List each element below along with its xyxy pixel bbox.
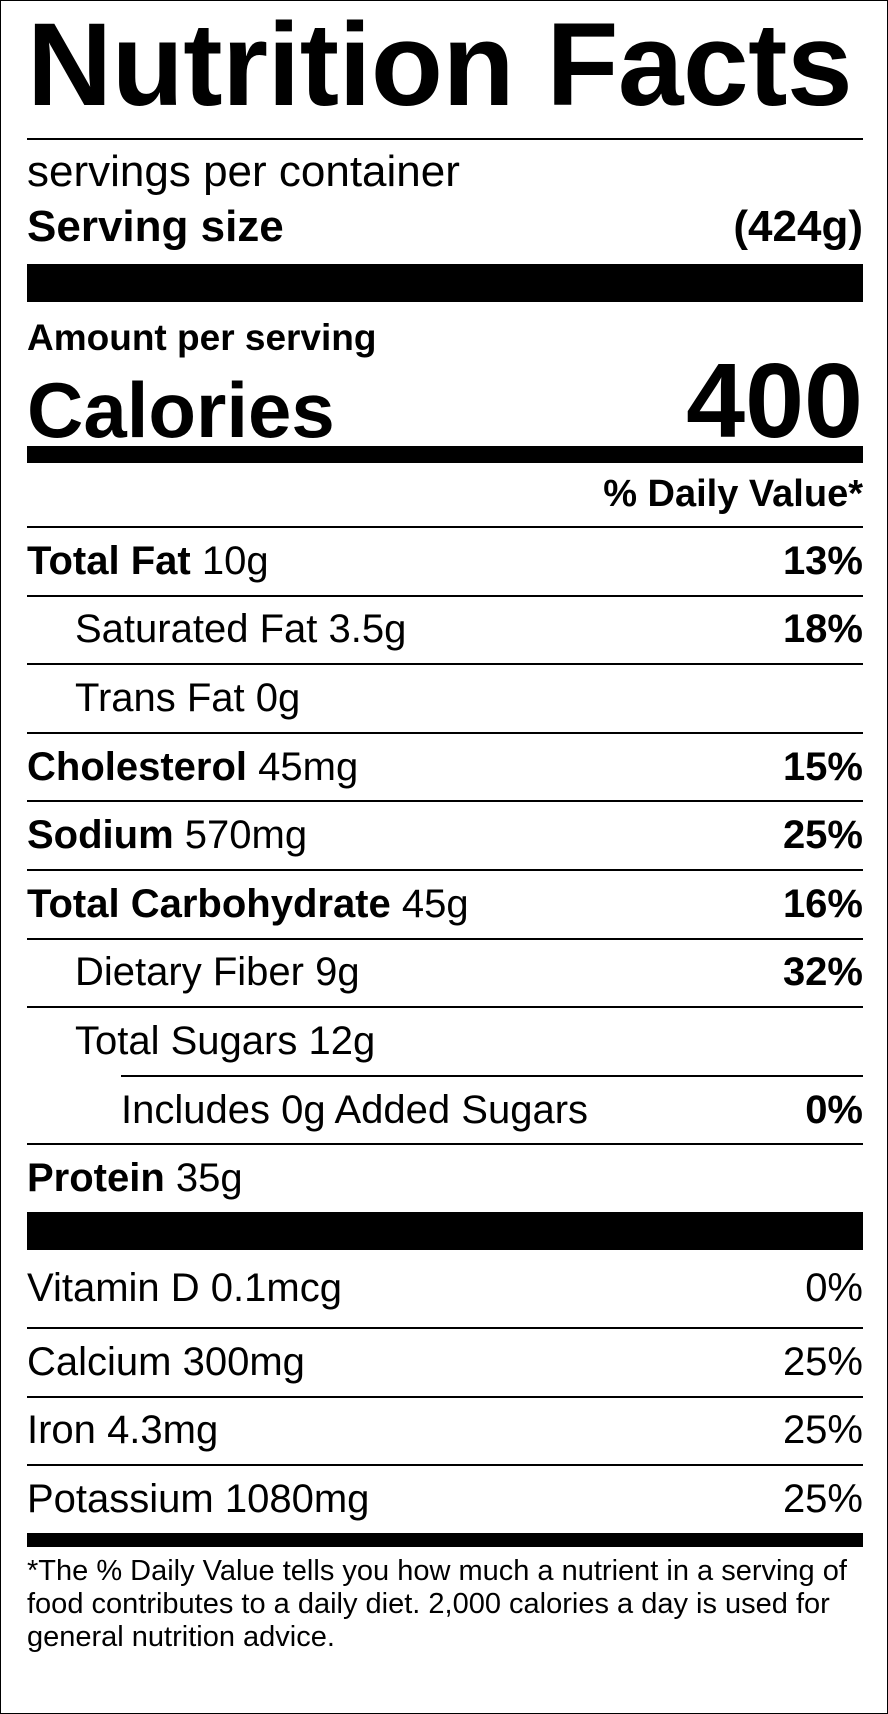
nutrient-amount: 3.5g <box>328 607 407 652</box>
amount-per-serving: Amount per serving <box>27 317 377 358</box>
vitamin-label: Iron 4.3mg <box>27 1408 218 1453</box>
vitamin-name: Calcium <box>27 1339 172 1384</box>
nutrient-amount: 570mg <box>184 813 308 858</box>
nutrient-row: Includes 0g Added Sugars 0% <box>121 1074 863 1144</box>
vitamin-row: Potassium 1080mg 25% <box>27 1464 863 1533</box>
daily-value: 13% <box>782 538 863 583</box>
nutrient-amount: 9g <box>315 950 360 995</box>
nutrient-amount: 45g <box>401 881 469 926</box>
nutrient-name: Saturated Fat <box>75 607 318 652</box>
calories-value: 400 <box>686 342 863 460</box>
nutrient-label: Protein 35g <box>27 1156 243 1201</box>
daily-value: 25% <box>782 813 863 858</box>
nutrient-name: Total Sugars <box>75 1018 298 1063</box>
nutrient-name: Sodium <box>27 813 174 858</box>
nutrient-list: Total Fat 10g 13% Saturated Fat 3.5g 18% Tra… <box>27 526 863 1212</box>
nutrient-label: Total Sugars 12g <box>75 1019 375 1064</box>
daily-value: 0% <box>805 1087 863 1132</box>
vitamin-name: Vitamin D <box>27 1265 200 1310</box>
serving-size: Serving size (424g) <box>27 198 863 256</box>
nutrient-label: Cholesterol 45mg <box>27 745 358 790</box>
nutrient-row: Protein 35g <box>27 1143 863 1212</box>
nutrient-name: Trans Fat <box>75 675 245 720</box>
nutrient-row: Trans Fat 0g <box>27 663 863 732</box>
footnote: *The % Daily Value tells you how much a … <box>27 1554 847 1653</box>
nutrient-row: Cholesterol 45mg 15% <box>27 731 863 801</box>
serving-size-value: (424g) <box>733 202 863 251</box>
thick-rule <box>27 264 863 302</box>
daily-value: 32% <box>782 950 863 995</box>
nutrient-name: Total Fat <box>27 538 191 583</box>
nutrient-name: Protein <box>27 1156 165 1201</box>
daily-value: 16% <box>782 881 863 926</box>
thick-rule <box>27 1211 863 1250</box>
nutrient-name: Dietary Fiber <box>75 950 304 995</box>
nutrient-name: Includes 0g Added Sugars <box>121 1087 589 1132</box>
vitamin-amount: 4.3mg <box>107 1408 219 1453</box>
daily-value-header: % Daily Value* <box>603 473 863 515</box>
nutrient-row: Sodium 570mg 25% <box>27 800 863 869</box>
vitamin-amount: 0.1mcg <box>210 1265 342 1310</box>
nutrient-amount: 35g <box>175 1156 243 1201</box>
nutrient-row: Dietary Fiber 9g 32% <box>27 937 863 1007</box>
nutrient-row: Total Fat 10g 13% <box>27 526 863 595</box>
vitamin-amount: 300mg <box>182 1339 305 1384</box>
nutrient-label: Saturated Fat 3.5g <box>75 607 406 652</box>
vitamin-label: Calcium 300mg <box>27 1340 305 1385</box>
nutrient-amount: 0g <box>255 675 301 720</box>
vitamin-name: Potassium <box>27 1476 214 1521</box>
vitamin-row: Vitamin D 0.1mcg 0% <box>27 1250 863 1327</box>
daily-value: 0% <box>805 1265 863 1310</box>
daily-value: 25% <box>782 1408 863 1453</box>
label-content: Nutrition Facts servings per container S… <box>27 1 863 1654</box>
nutrient-row: Saturated Fat 3.5g 18% <box>27 594 863 664</box>
vitamin-amount: 1080mg <box>224 1476 370 1521</box>
medium-rule <box>27 446 863 463</box>
daily-value: 25% <box>782 1339 863 1384</box>
nutrient-label: Total Carbohydrate 45g <box>27 882 469 927</box>
calories: Calories 400 <box>27 342 863 460</box>
daily-value: 25% <box>782 1476 863 1521</box>
serving-size-label: Serving size <box>27 202 284 251</box>
nutrient-row: Total Carbohydrate 45g 16% <box>27 868 863 938</box>
nutrient-amount: 12g <box>308 1018 376 1063</box>
nutrient-name: Cholesterol <box>27 744 248 789</box>
vitamin-label: Vitamin D 0.1mcg <box>27 1266 342 1311</box>
calories-label: Calories <box>27 366 335 454</box>
nutrient-label: Total Fat 10g <box>27 539 269 584</box>
vitamin-row: Calcium 300mg 25% <box>27 1326 863 1396</box>
vitamin-list: Vitamin D 0.1mcg 0% Calcium 300mg 25% Iron 4… <box>27 1250 863 1533</box>
nutrient-label: Dietary Fiber 9g <box>75 950 360 995</box>
title: Nutrition Facts <box>27 1 863 140</box>
nutrient-name: Total Carbohydrate <box>27 881 391 926</box>
nutrient-row: Total Sugars 12g <box>27 1006 863 1075</box>
nutrient-amount: 45mg <box>258 744 359 789</box>
vitamin-name: Iron <box>27 1408 96 1453</box>
nutrient-label: Sodium 570mg <box>27 813 307 858</box>
vitamin-label: Potassium 1080mg <box>27 1477 369 1522</box>
servings: servings per container <box>27 147 460 196</box>
daily-value: 15% <box>782 744 863 789</box>
nutrient-amount: 10g <box>201 538 269 583</box>
medium-rule <box>27 1532 863 1547</box>
daily-value: 18% <box>782 607 863 652</box>
nutrient-label: Includes 0g Added Sugars <box>121 1088 588 1133</box>
nutrient-label: Trans Fat 0g <box>75 676 300 721</box>
vitamin-row: Iron 4.3mg 25% <box>27 1395 863 1465</box>
